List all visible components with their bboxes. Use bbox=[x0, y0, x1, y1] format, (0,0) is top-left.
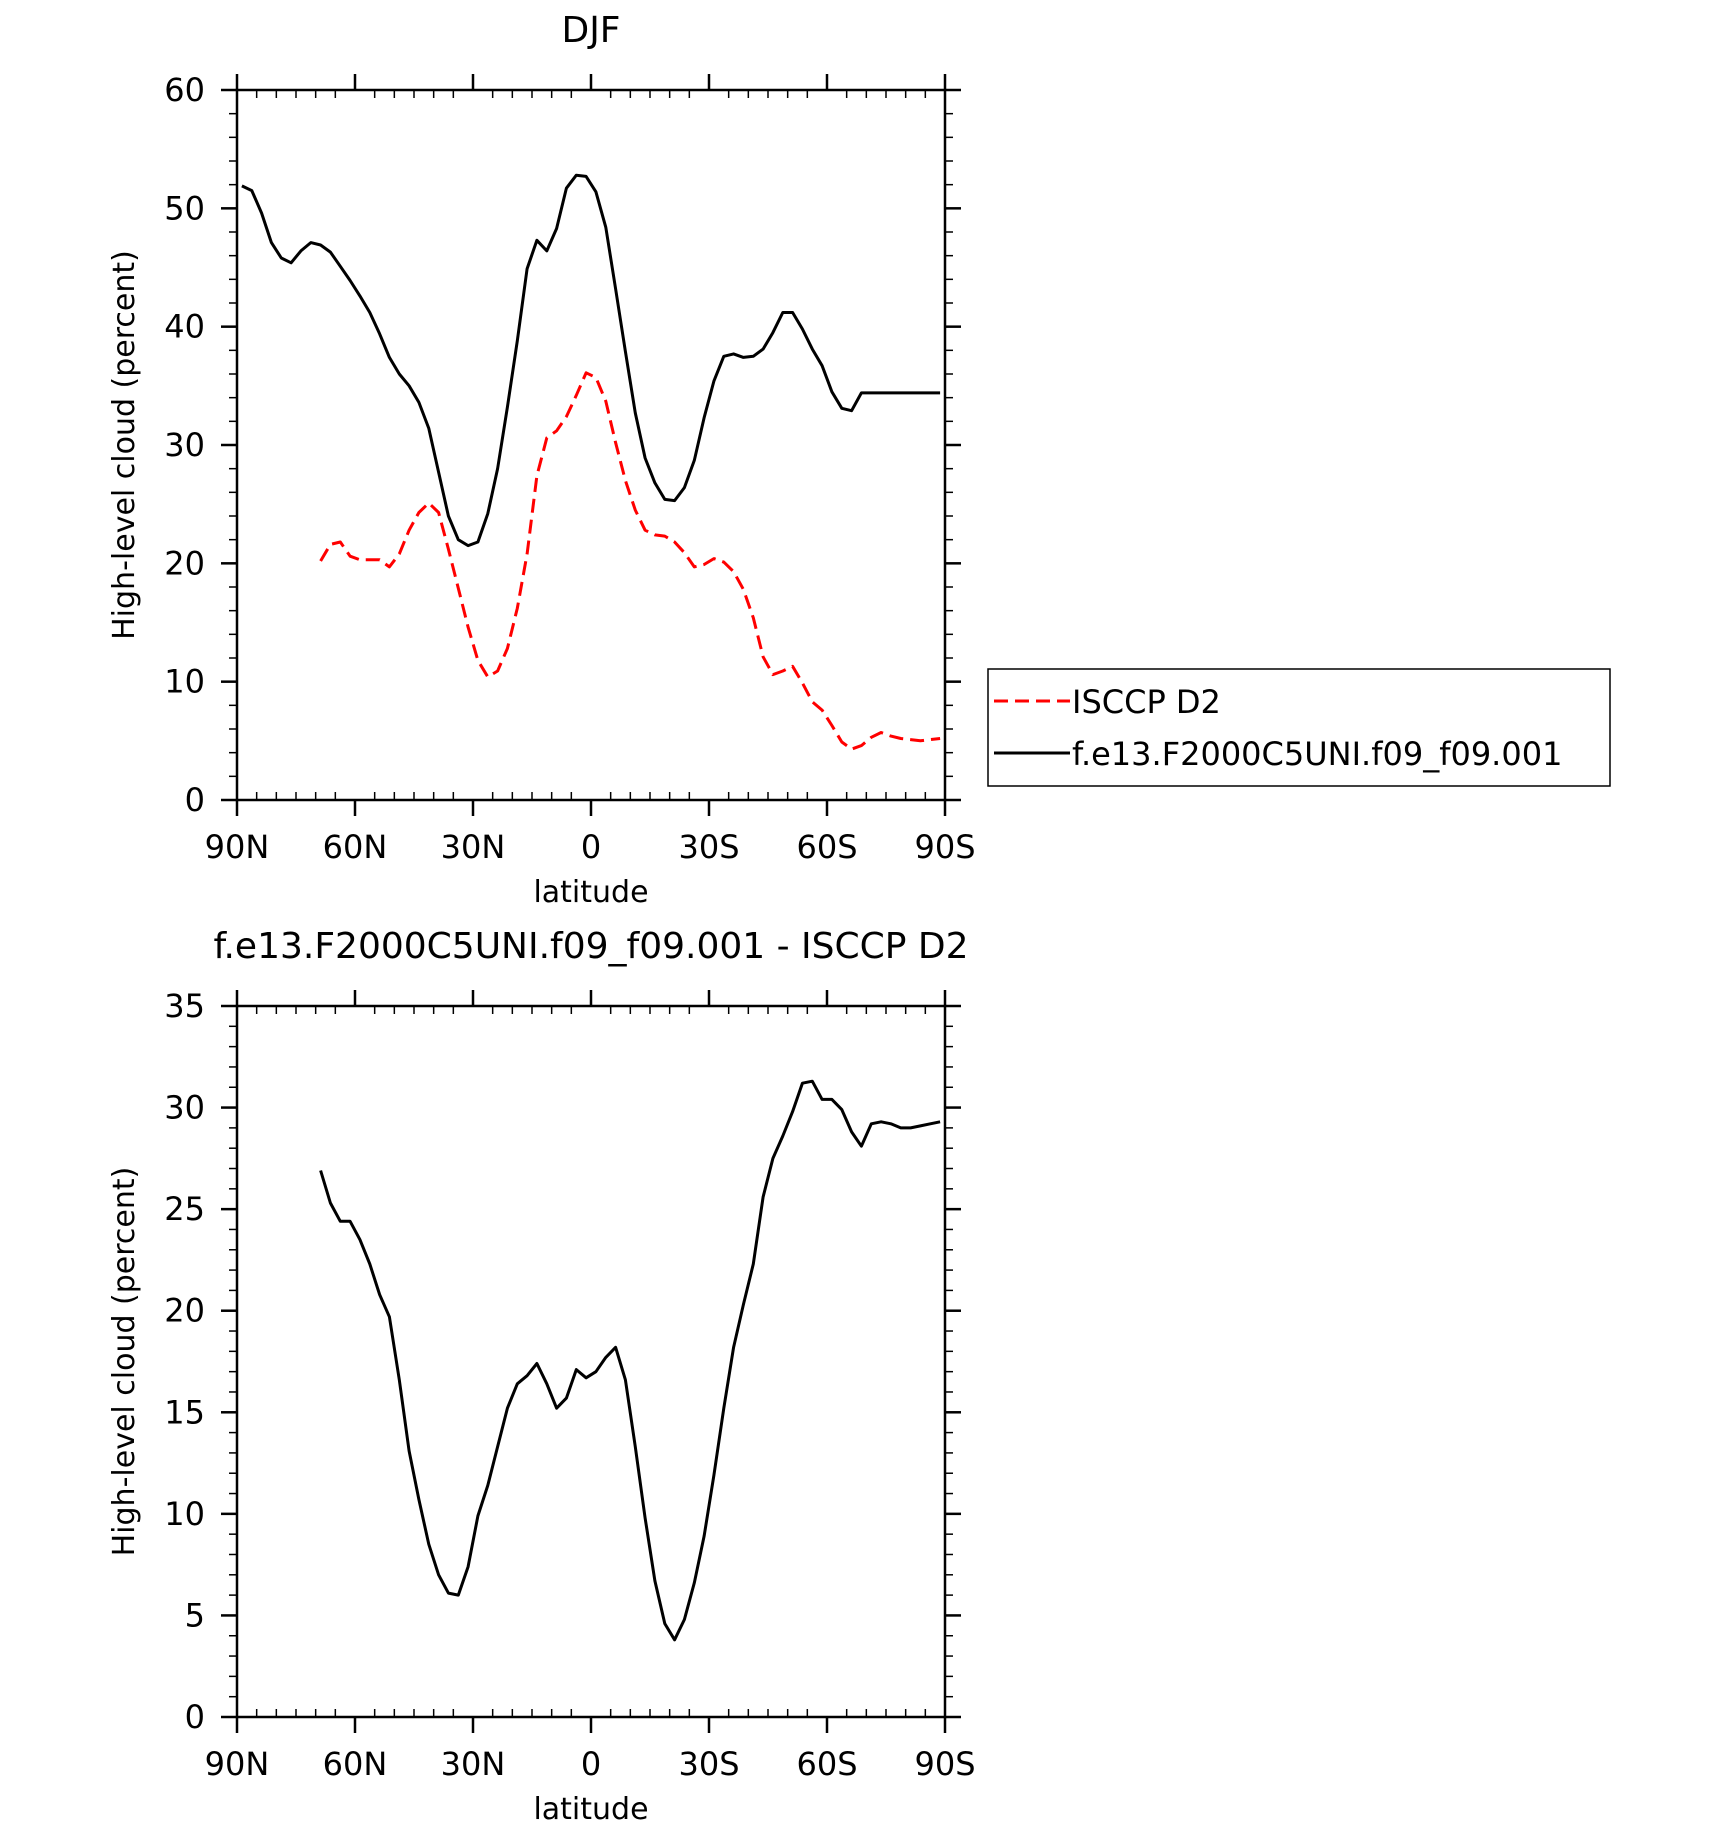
y-tick-label: 0 bbox=[185, 781, 205, 819]
x-tick-label: 90S bbox=[914, 828, 975, 866]
x-tick-label: 0 bbox=[581, 828, 601, 866]
x-axis-label: latitude bbox=[533, 875, 648, 910]
y-tick-label: 60 bbox=[164, 71, 205, 109]
y-tick-label: 20 bbox=[164, 544, 205, 582]
x-tick-label: 30S bbox=[678, 1745, 739, 1783]
x-tick-label: 90N bbox=[205, 1745, 270, 1783]
y-tick-label: 50 bbox=[164, 189, 205, 227]
y-tick-label: 5 bbox=[185, 1596, 205, 1634]
legend: ISCCP D2 f.e13.F2000C5UNI.f09_f09.001 bbox=[987, 668, 1611, 787]
y-minor-ticks bbox=[229, 112, 953, 778]
y-axis-label: High-level cloud (percent) bbox=[107, 1167, 142, 1557]
x-tick-label: 90N bbox=[205, 828, 270, 866]
chart-title: DJF bbox=[561, 10, 620, 51]
x-tick-label: 60N bbox=[323, 1745, 388, 1783]
y-tick-label: 20 bbox=[164, 1292, 205, 1330]
difference-panel: f.e13.F2000C5UNI.f09_f09.001 - ISCCP D2 9… bbox=[107, 926, 976, 1822]
x-tick-label: 60S bbox=[796, 828, 857, 866]
plot-frame bbox=[235, 88, 947, 802]
x-tick-label: 30N bbox=[441, 828, 506, 866]
series-line-model bbox=[241, 173, 941, 548]
x-tick-label: 30S bbox=[678, 828, 739, 866]
y-tick-label: 25 bbox=[164, 1190, 205, 1228]
x-tick-label: 60S bbox=[796, 1745, 857, 1783]
y-axis-label: High-level cloud (percent) bbox=[107, 250, 142, 640]
x-tick-label: 30N bbox=[441, 1745, 506, 1783]
x-axis-label: latitude bbox=[533, 1792, 648, 1822]
x-minor-ticks bbox=[255, 90, 927, 800]
y-tick-label: 0 bbox=[185, 1698, 205, 1736]
y-tick-label: 35 bbox=[164, 987, 205, 1025]
legend-label: f.e13.F2000C5UNI.f09_f09.001 bbox=[1072, 735, 1562, 773]
chart-title: f.e13.F2000C5UNI.f09_f09.001 - ISCCP D2 bbox=[213, 926, 968, 967]
x-minor-ticks bbox=[255, 1006, 927, 1717]
x-tick-label: 90S bbox=[914, 1745, 975, 1783]
legend-label: ISCCP D2 bbox=[1072, 683, 1221, 721]
x-tick-label: 60N bbox=[323, 828, 388, 866]
y-tick-label: 30 bbox=[164, 1089, 205, 1127]
y-tick-label: 10 bbox=[164, 663, 205, 701]
legend-box bbox=[987, 668, 1611, 787]
x-tick-label: 0 bbox=[581, 1745, 601, 1783]
y-tick-label: 30 bbox=[164, 426, 205, 464]
plot-frame bbox=[235, 1004, 947, 1719]
y-tick-label: 15 bbox=[164, 1393, 205, 1431]
series-line-difference bbox=[319, 1079, 941, 1642]
y-tick-label: 40 bbox=[164, 308, 205, 346]
y-minor-ticks bbox=[229, 1025, 953, 1698]
series-line-isccp-d2 bbox=[319, 371, 941, 751]
djf-panel: DJF 90N 60N 30N 0 30S 60S 90S 0 10 20 30 40 50 60 latit… bbox=[107, 10, 976, 910]
y-tick-label: 10 bbox=[164, 1495, 205, 1533]
